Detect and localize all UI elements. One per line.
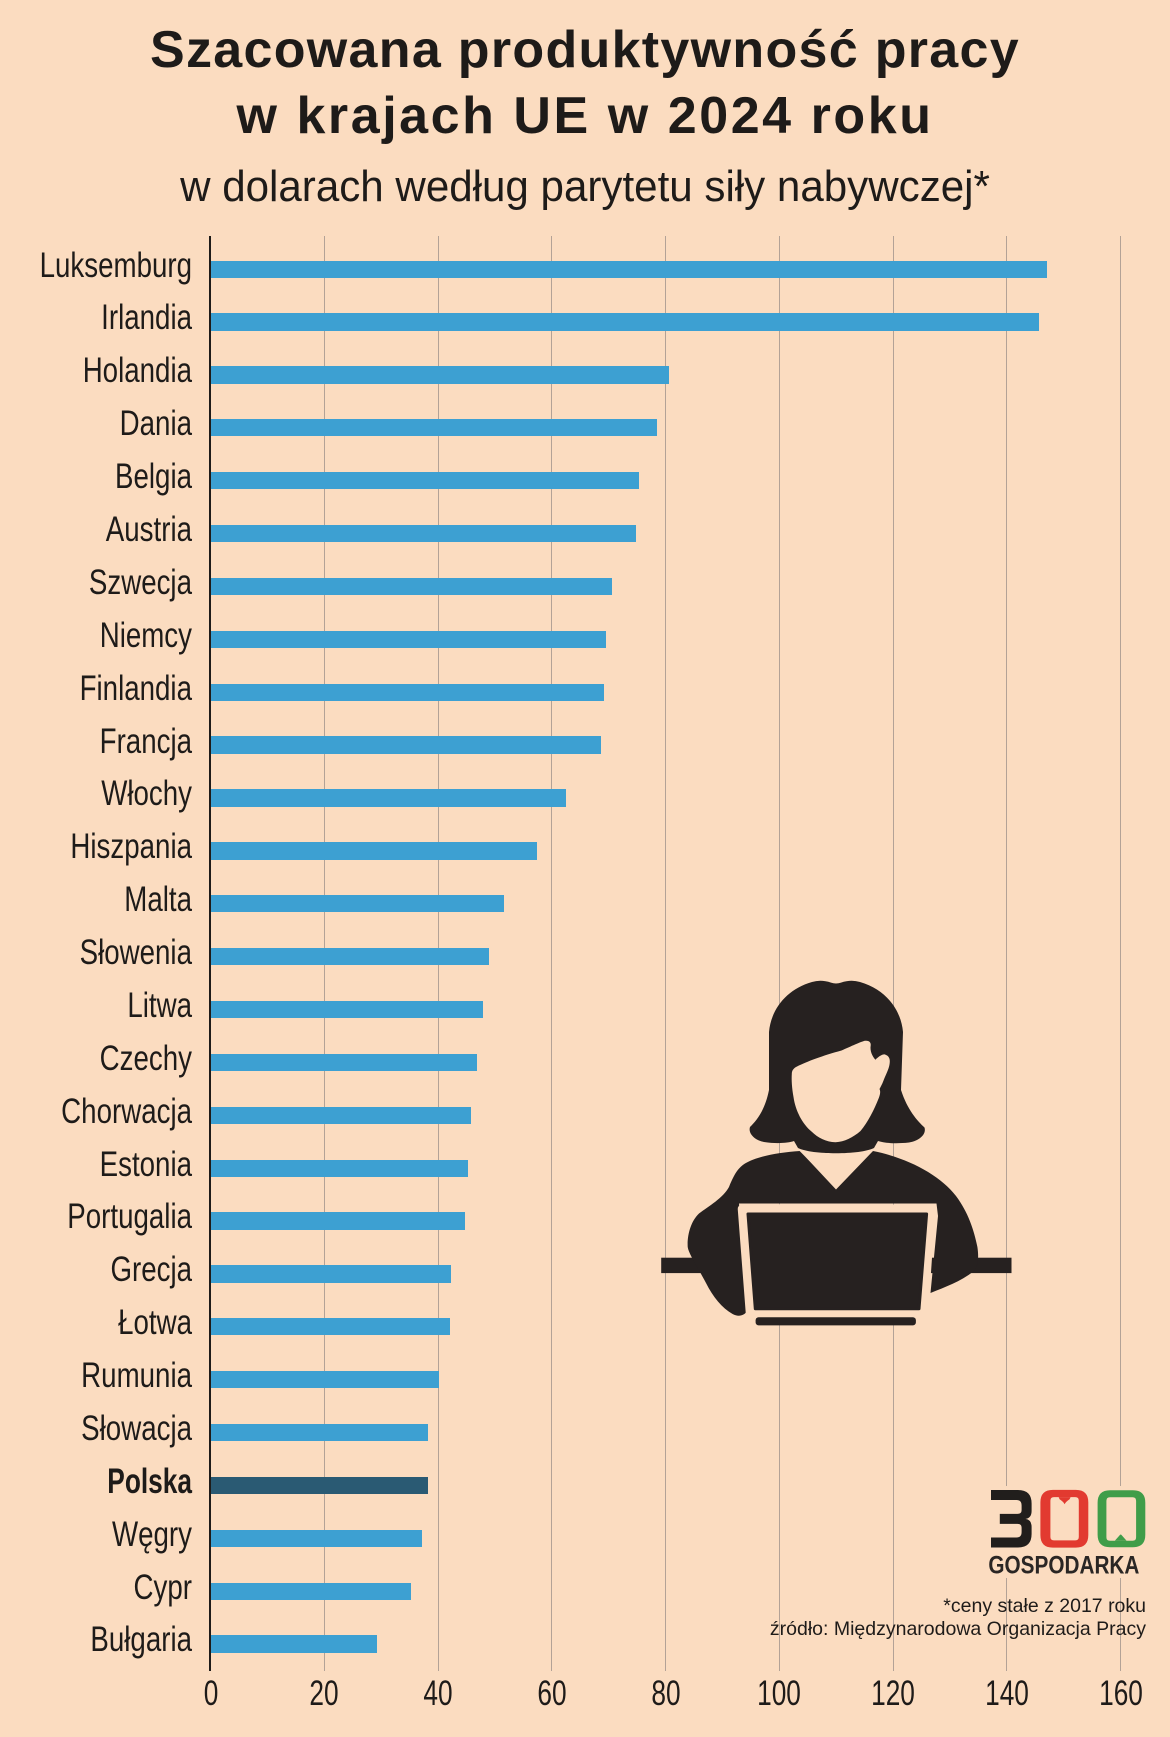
svg-text:GOSPODARKA: GOSPODARKA — [988, 1551, 1139, 1578]
